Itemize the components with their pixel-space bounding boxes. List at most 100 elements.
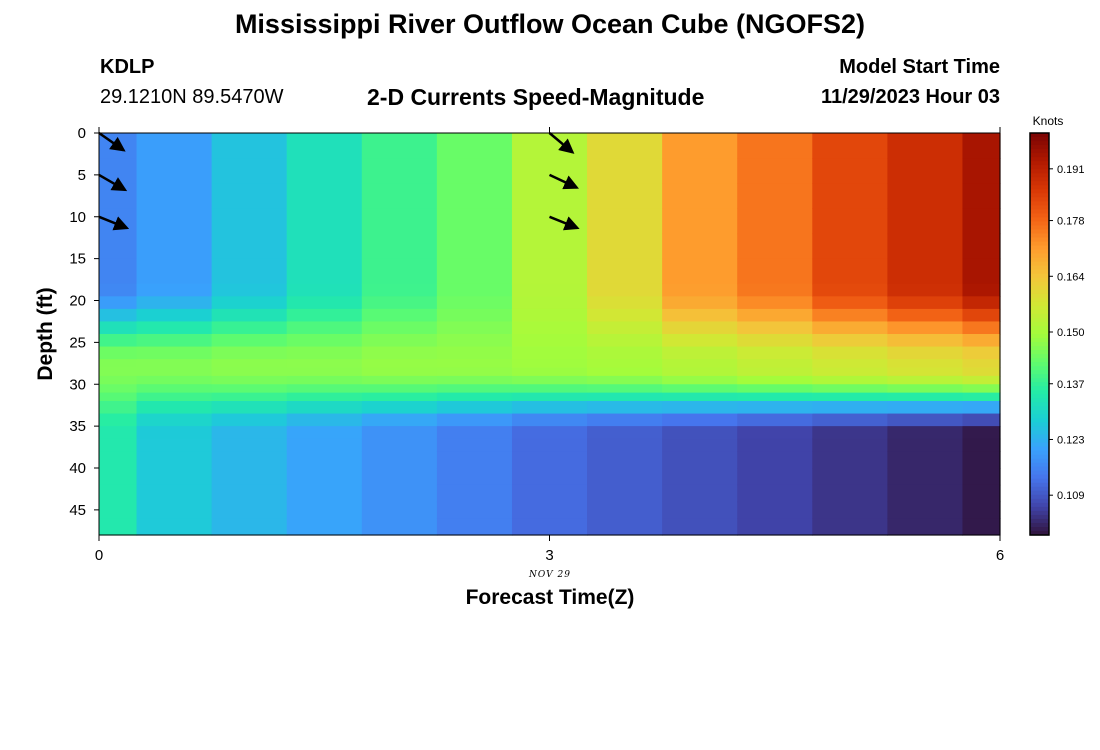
- heatmap-cell: [887, 375, 964, 385]
- heatmap-cell: [436, 438, 513, 452]
- colorbar-segment: [1030, 141, 1049, 146]
- heatmap-cell: [587, 233, 663, 260]
- heatmap-cell: [887, 208, 964, 235]
- model-start-value: 11/29/2023 Hour 03: [820, 86, 1000, 108]
- heatmap-cell: [511, 133, 588, 159]
- heatmap-cell: [887, 426, 964, 440]
- heatmap-cell: [587, 518, 663, 536]
- heatmap-cell: [99, 375, 138, 385]
- heatmap-cell: [662, 426, 738, 440]
- heatmap-cell: [662, 367, 738, 377]
- heatmap-cell: [587, 258, 663, 285]
- colorbar-tick-label: 0.109: [1057, 490, 1085, 502]
- heatmap-cell: [99, 501, 138, 519]
- heatmap-cell: [211, 518, 288, 536]
- heatmap-cell: [511, 413, 588, 427]
- heatmap-cell: [962, 367, 1001, 377]
- heatmap-cell: [436, 392, 513, 402]
- heatmap-cell: [136, 484, 213, 503]
- heatmap-cell: [211, 296, 288, 310]
- colorbar-segment: [1030, 450, 1049, 456]
- heatmap-cell: [436, 183, 513, 209]
- heatmap-cell: [286, 258, 363, 285]
- heatmap-cell: [962, 413, 1001, 427]
- colorbar-segment: [1030, 386, 1049, 391]
- heatmap-cell: [662, 384, 738, 394]
- heatmap-cell: [662, 518, 738, 536]
- heatmap-cell: [812, 334, 888, 348]
- heatmap-cell: [511, 438, 588, 452]
- heatmap-cell: [436, 346, 513, 360]
- heatmap-cell: [737, 401, 813, 415]
- y-tick-label: 0: [78, 125, 86, 142]
- heatmap-cell: [436, 308, 513, 323]
- heatmap-cell: [737, 296, 813, 310]
- heatmap-cell: [962, 375, 1001, 385]
- heatmap-cell: [361, 518, 438, 536]
- heatmap-cell: [436, 518, 513, 536]
- heatmap-cell: [511, 158, 588, 184]
- colorbar-segment: [1030, 277, 1049, 283]
- colorbar-segment: [1030, 334, 1049, 339]
- colorbar-frame: [1029, 132, 1050, 536]
- colorbar-segment: [1030, 273, 1049, 279]
- heatmap-cell: [587, 401, 663, 415]
- heatmap-cell: [962, 392, 1001, 402]
- x-tick-label: 6: [996, 547, 1004, 564]
- heatmap-cell: [962, 451, 1001, 469]
- colorbar-segment: [1030, 309, 1049, 315]
- heatmap-cell: [136, 426, 213, 440]
- colorbar-segment: [1030, 362, 1049, 367]
- heatmap-cell: [136, 375, 213, 385]
- heatmap-cell: [211, 346, 288, 360]
- colorbar-segment: [1030, 378, 1049, 383]
- heatmap-cell: [812, 438, 888, 452]
- heatmap-cell: [99, 468, 138, 486]
- heatmap-cell: [812, 133, 888, 159]
- heatmap-cell: [99, 346, 138, 360]
- heatmap-cell: [211, 392, 288, 402]
- heatmap-cell: [361, 321, 438, 335]
- colorbar-segment: [1030, 329, 1049, 335]
- heatmap-cell: [361, 451, 438, 469]
- heatmap-cell: [211, 384, 288, 394]
- colorbar-segment: [1030, 301, 1049, 307]
- colorbar-segment: [1030, 257, 1049, 263]
- heatmap-cell: [99, 308, 138, 323]
- colorbar-segment: [1030, 370, 1049, 375]
- heatmap-cell: [361, 334, 438, 348]
- colorbar-segment: [1030, 358, 1049, 363]
- colorbar-segment: [1030, 506, 1049, 512]
- heatmap-cell: [587, 426, 663, 440]
- heatmap-cell: [361, 283, 438, 297]
- heatmap-cell: [436, 384, 513, 394]
- heatmap-cell: [511, 258, 588, 285]
- heatmap-cell: [136, 359, 213, 369]
- heatmap-cell: [436, 133, 513, 159]
- heatmap-cell: [361, 401, 438, 415]
- y-axis-label: Depth (ft): [34, 287, 57, 380]
- colorbar-segment: [1030, 285, 1049, 291]
- colorbar-segment: [1030, 478, 1049, 484]
- current-vector-arrow: [548, 132, 575, 154]
- colorbar-segment: [1030, 418, 1049, 424]
- colorbar-segment: [1030, 498, 1049, 504]
- heatmap-cell: [662, 392, 738, 402]
- heatmap-cell: [812, 183, 888, 209]
- heatmap-cell: [887, 438, 964, 452]
- heatmap-cell: [662, 233, 738, 260]
- colorbar-segment: [1030, 289, 1049, 295]
- colorbar-segment: [1030, 390, 1049, 395]
- heatmap-cell: [361, 258, 438, 285]
- colorbar-segment: [1030, 374, 1049, 379]
- heatmap-cell: [662, 258, 738, 285]
- heatmap-cell: [99, 367, 138, 377]
- heatmap-cell: [361, 484, 438, 503]
- heatmap-cell: [962, 321, 1001, 335]
- heatmap-cell: [286, 401, 363, 415]
- heatmap-cell: [737, 346, 813, 360]
- heatmap-cell: [286, 367, 363, 377]
- colorbar-segment: [1030, 402, 1049, 407]
- current-vector-arrow: [98, 131, 126, 152]
- colorbar-segment: [1030, 346, 1049, 351]
